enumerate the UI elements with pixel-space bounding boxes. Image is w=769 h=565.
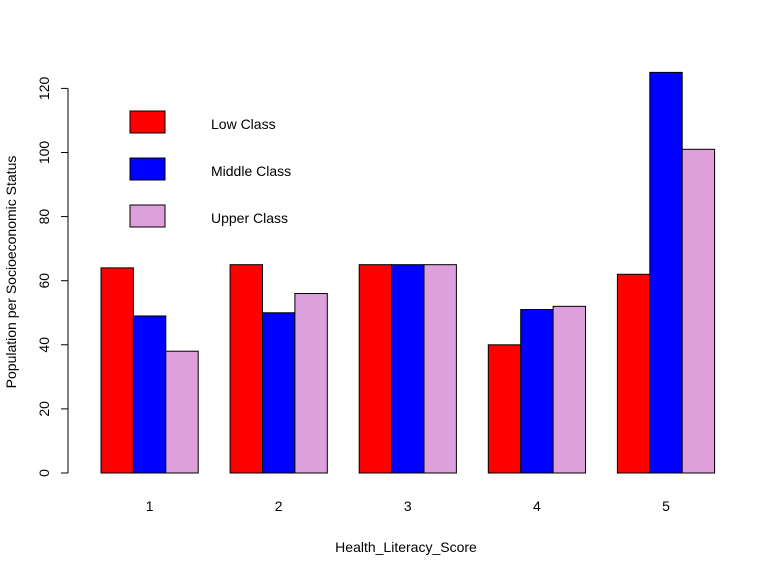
- legend-swatch-middle-class: [130, 158, 165, 180]
- x-tick-label-3: 3: [404, 498, 412, 514]
- bar-middle-class-2: [263, 313, 295, 473]
- y-tick-label-20: 20: [36, 401, 52, 417]
- bar-middle-class-3: [392, 265, 424, 473]
- bar-upper-class-5: [682, 149, 714, 473]
- x-axis-labels: 1 2 3 4 5: [146, 498, 670, 514]
- bar-low-class-4: [488, 345, 520, 473]
- x-tick-label-5: 5: [662, 498, 670, 514]
- bar-low-class-1: [101, 268, 133, 473]
- x-tick-label-2: 2: [275, 498, 283, 514]
- bar-middle-class-5: [650, 72, 682, 473]
- y-tick-label-0: 0: [36, 469, 52, 477]
- bar-upper-class-1: [166, 351, 198, 473]
- y-tick-label-100: 100: [36, 141, 52, 165]
- bar-upper-class-3: [424, 265, 456, 473]
- legend: Low Class Middle Class Upper Class: [130, 111, 291, 227]
- legend-label-low-class: Low Class: [211, 116, 276, 132]
- legend-swatch-low-class: [130, 111, 165, 133]
- bars-group: [101, 72, 715, 473]
- bar-low-class-3: [359, 265, 391, 473]
- y-tick-label-120: 120: [36, 77, 52, 101]
- bar-upper-class-4: [553, 306, 585, 473]
- legend-label-middle-class: Middle Class: [211, 163, 291, 179]
- bar-middle-class-1: [133, 316, 165, 473]
- x-tick-label-1: 1: [146, 498, 154, 514]
- x-axis-title: Health_Literacy_Score: [335, 539, 477, 555]
- bar-upper-class-2: [295, 294, 327, 473]
- bar-low-class-2: [230, 265, 262, 473]
- bar-low-class-5: [617, 274, 649, 473]
- y-tick-label-80: 80: [36, 209, 52, 225]
- y-tick-label-40: 40: [36, 337, 52, 353]
- y-tick-label-60: 60: [36, 273, 52, 289]
- x-tick-label-4: 4: [533, 498, 541, 514]
- bar-middle-class-4: [521, 310, 553, 473]
- y-axis-title: Population per Socioeconomic Status: [3, 156, 19, 389]
- legend-label-upper-class: Upper Class: [211, 210, 288, 226]
- y-axis: 0 20 40 60 80 100 120: [36, 77, 68, 477]
- legend-swatch-upper-class: [130, 205, 165, 227]
